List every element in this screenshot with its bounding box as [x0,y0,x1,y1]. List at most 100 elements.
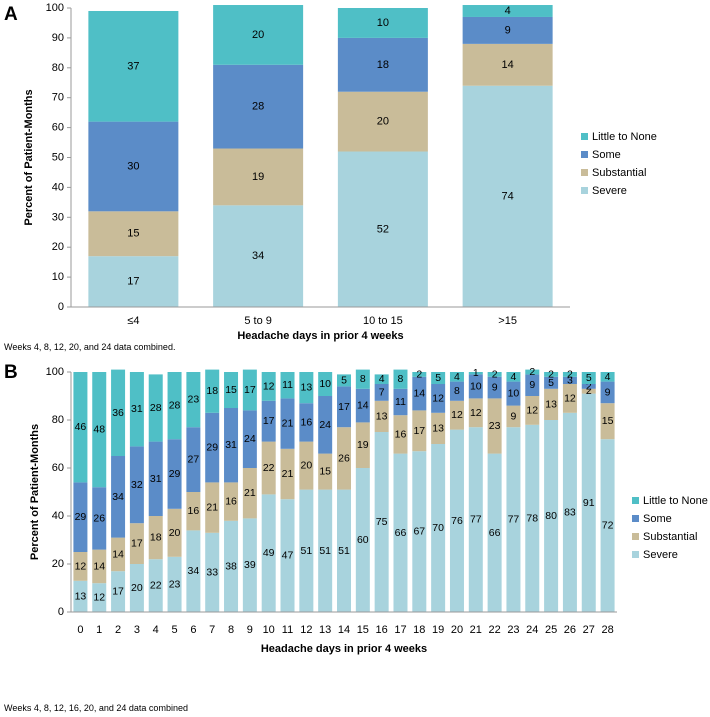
data-label: 22 [150,580,162,592]
bar-segment [562,412,577,612]
x-tick-label: 5 to 9 [244,315,272,327]
legend-swatch [581,187,588,194]
bar-segment [562,372,577,377]
data-label: 4 [511,371,517,383]
data-label: 4 [605,371,611,383]
data-label: 29 [169,468,181,480]
bar-segment [337,91,428,152]
bar-segment [167,372,182,440]
bar-segment [213,205,304,307]
bar-segment [129,372,144,447]
bar-segment [412,372,427,377]
legend-swatch [581,151,588,158]
data-label: 46 [75,421,87,433]
bar-segment [224,482,239,521]
data-label: 77 [470,514,482,526]
bar-segment [129,523,144,564]
data-label: 18 [377,59,389,71]
bar-segment [261,441,276,495]
bar-segment [544,372,559,377]
bar-segment [600,381,615,404]
data-label: 34 [112,491,124,503]
bar-segment [167,556,182,612]
y-axis-title: Percent of Patient-Months [23,89,35,225]
data-label: 13 [301,382,313,394]
bar-segment [544,420,559,612]
data-label: 16 [188,505,200,517]
data-label: 13 [545,398,557,410]
data-label: 47 [282,550,294,562]
data-label: 26 [338,452,350,464]
bar-segment [205,412,220,483]
data-label: 10 [377,17,389,29]
bar-segment [242,369,257,411]
data-label: 5 [586,372,592,384]
x-tick-label: 20 [451,624,463,636]
bar-segment [449,400,464,430]
data-label: 12 [451,409,463,421]
bar-segment [468,374,483,399]
data-label: 2 [567,368,573,380]
data-label: 17 [244,384,256,396]
y-tick-label: 10 [52,271,64,283]
data-label: 12 [75,560,87,572]
bar-segment [88,211,179,257]
bar-segment [92,372,107,488]
x-axis-title: Headache days in prior 4 weeks [237,330,403,342]
bar-segment [562,384,577,413]
bar-segment [129,446,144,524]
data-label: 77 [508,514,520,526]
bar-segment [129,564,144,612]
bar-segment [374,384,389,401]
data-label: 51 [338,545,350,557]
bar-segment [506,372,521,382]
data-label: 28 [169,400,181,412]
bar-segment [462,5,553,17]
data-label: 16 [301,416,313,428]
bar-segment [337,8,428,38]
bar-segment [73,580,88,612]
bar-segment [468,398,483,428]
legend: Little to None Some Substantial Severe [581,131,657,197]
bar-segment [337,151,428,307]
data-label: 16 [395,428,407,440]
data-label: 13 [376,410,388,422]
y-tick-label: 40 [52,181,64,193]
data-label: 17 [131,538,143,550]
bar-segment [487,372,502,377]
data-label: 8 [454,385,460,397]
data-label: 5 [435,372,441,384]
chart-panel-b: B131229460121426481171434362201732313221… [4,362,708,713]
x-tick-label: 13 [319,624,331,636]
y-tick-label: 0 [58,301,64,313]
bar-segment [412,451,427,612]
bar-segment [318,453,333,490]
data-label: 2 [529,366,535,378]
data-label: 17 [263,415,275,427]
x-tick-label: 6 [190,624,196,636]
bar-segment [462,43,553,86]
x-tick-label: 19 [432,624,444,636]
data-label: 20 [169,527,181,539]
data-label: 48 [93,424,105,436]
data-label: 19 [252,171,264,183]
x-tick-label: 23 [507,624,519,636]
data-label: 29 [206,442,218,454]
data-label: 5 [548,377,554,389]
data-label: 14 [502,59,514,71]
bar-segment [462,16,553,44]
x-tick-label: ≤4 [127,315,139,327]
bar-segment [525,374,540,396]
data-label: 10 [470,380,482,392]
bar-segment [280,398,295,449]
data-label: 8 [360,373,366,385]
bar-segment [261,400,276,442]
bar-segment [111,571,126,612]
bar-segment [468,427,483,612]
bar-segment [355,369,370,389]
bar-segment [337,489,351,612]
bar-segment [431,384,446,413]
x-tick-label: 5 [171,624,177,636]
legend-label: Little to None [643,495,708,507]
